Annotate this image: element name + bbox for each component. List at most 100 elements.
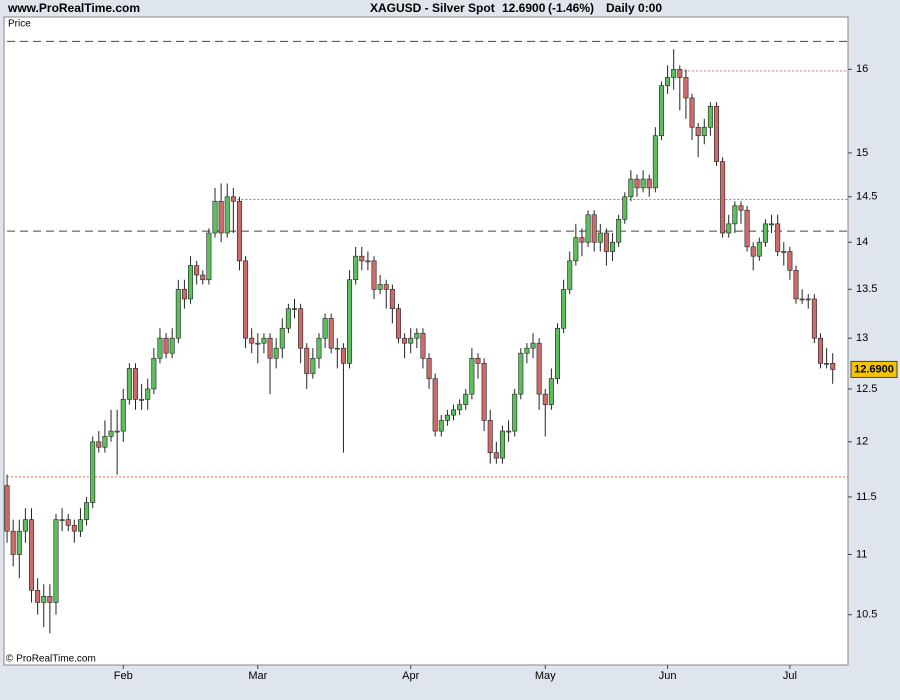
candle-body — [267, 337, 273, 359]
candle-body — [316, 337, 322, 359]
candle-body — [304, 347, 310, 374]
candle-body — [451, 409, 457, 416]
candle-body — [805, 298, 811, 301]
x-tick-label: Mar — [248, 670, 267, 682]
last-price-tag — [850, 360, 898, 378]
candle-body — [554, 327, 560, 379]
candle-body — [671, 69, 677, 78]
candle-body — [279, 327, 285, 349]
candle-body — [506, 430, 512, 433]
candle-body — [603, 232, 609, 252]
candle-body — [487, 420, 493, 453]
candle-body — [591, 214, 597, 243]
candle-body — [726, 223, 732, 234]
candle-body — [371, 260, 377, 290]
candle-body — [420, 332, 426, 359]
candle-body — [597, 232, 603, 243]
candle-body — [389, 289, 395, 309]
candle-body — [738, 205, 744, 211]
candle-body — [769, 223, 775, 226]
candle-body — [408, 337, 414, 344]
candle-body — [90, 441, 96, 503]
candle-body — [22, 519, 28, 532]
candle-body — [787, 251, 793, 271]
candle-body — [512, 393, 518, 432]
candle-body — [132, 368, 138, 400]
candle-body — [359, 255, 365, 262]
candle-body — [77, 519, 83, 532]
y-tick-label: 11.5 — [856, 491, 877, 503]
candle-body — [334, 347, 340, 350]
candle-body — [579, 237, 585, 243]
y-tick-label: 14.5 — [856, 191, 877, 203]
last-price-label: 12.6900 — [854, 363, 894, 375]
candle-body — [677, 69, 683, 78]
candle-body — [96, 441, 102, 448]
candle-body — [29, 519, 35, 591]
candle-body — [53, 519, 59, 603]
candle-body — [285, 308, 291, 329]
candle-body — [811, 298, 817, 339]
panel-label: Price — [8, 19, 31, 30]
candle-body — [84, 502, 90, 520]
candle-body — [475, 357, 481, 364]
candle-body — [573, 237, 579, 262]
period: Daily 0:00 — [606, 1, 662, 15]
candle-body — [322, 318, 328, 339]
y-tick-label: 11 — [856, 548, 867, 560]
candle-body — [695, 126, 701, 137]
candle-body — [518, 352, 524, 395]
candle-body — [181, 289, 187, 300]
y-tick-label: 14 — [856, 236, 868, 248]
candle-body — [438, 420, 444, 432]
candle-body — [230, 196, 236, 202]
candle-body — [236, 200, 242, 262]
candle-body — [41, 596, 47, 603]
candle-body — [47, 596, 53, 603]
plot-area — [3, 16, 849, 666]
candle-body — [273, 347, 279, 359]
candle-body — [665, 77, 671, 86]
candle-body — [151, 357, 157, 390]
candle-body — [683, 77, 689, 99]
candle-body — [10, 530, 16, 555]
candle-body — [35, 589, 41, 603]
candle-body — [824, 363, 830, 365]
candle-body — [444, 414, 450, 421]
x-tick-label: Apr — [402, 670, 419, 682]
candle-body — [347, 279, 353, 364]
candle-body — [701, 126, 707, 137]
candle-body — [542, 393, 548, 405]
x-tick-label: Jun — [659, 670, 677, 682]
candle-body — [658, 85, 664, 137]
header-bar — [0, 0, 900, 17]
candle-body — [328, 318, 334, 349]
y-tick-label: 10.5 — [856, 609, 877, 621]
candle-body — [175, 289, 181, 339]
candle-body — [499, 430, 505, 459]
candle-body — [395, 308, 401, 339]
candle-body — [224, 196, 230, 234]
candle-body — [163, 337, 169, 354]
candle-body — [108, 430, 114, 437]
site-name: www.ProRealTime.com — [7, 1, 140, 15]
y-tick-label: 13 — [856, 332, 868, 344]
last-price: 12.6900 — [502, 1, 546, 15]
candle-body — [200, 274, 206, 281]
instrument: XAGUSD - Silver Spot — [370, 1, 495, 15]
candle-body — [628, 178, 634, 198]
candle-body — [732, 205, 738, 225]
candle-body — [432, 378, 438, 432]
candle-body — [762, 223, 768, 243]
x-tick-label: May — [535, 670, 556, 682]
candle-body — [65, 519, 71, 526]
candle-body — [817, 337, 823, 364]
candle-body — [71, 525, 77, 532]
candle-body — [622, 196, 628, 220]
candle-body — [775, 223, 781, 252]
candle-body — [640, 178, 646, 189]
candle-body — [646, 178, 652, 189]
candle-body — [707, 105, 713, 128]
candle-body — [426, 357, 432, 379]
